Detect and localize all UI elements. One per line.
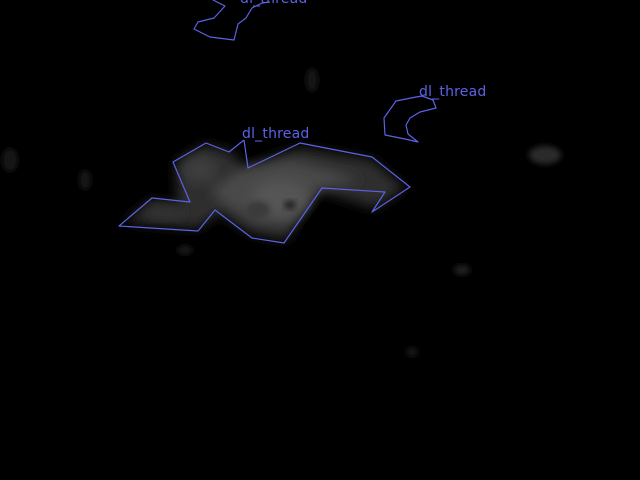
thread-object-main — [125, 145, 405, 240]
annotation-outline-top[interactable] — [193, 0, 271, 41]
annotation-label-top: dl_thread — [240, 0, 307, 7]
annotation-label-right: dl_thread — [419, 84, 486, 100]
annotation-labels: dl_thread dl_thread dl_thread — [240, 0, 486, 142]
annotation-outline-right[interactable] — [383, 95, 437, 143]
background-texture — [2, 68, 561, 357]
annotation-outline-main[interactable] — [118, 139, 411, 244]
annotation-polygons — [118, 0, 437, 244]
annotation-label-main: dl_thread — [242, 126, 309, 142]
